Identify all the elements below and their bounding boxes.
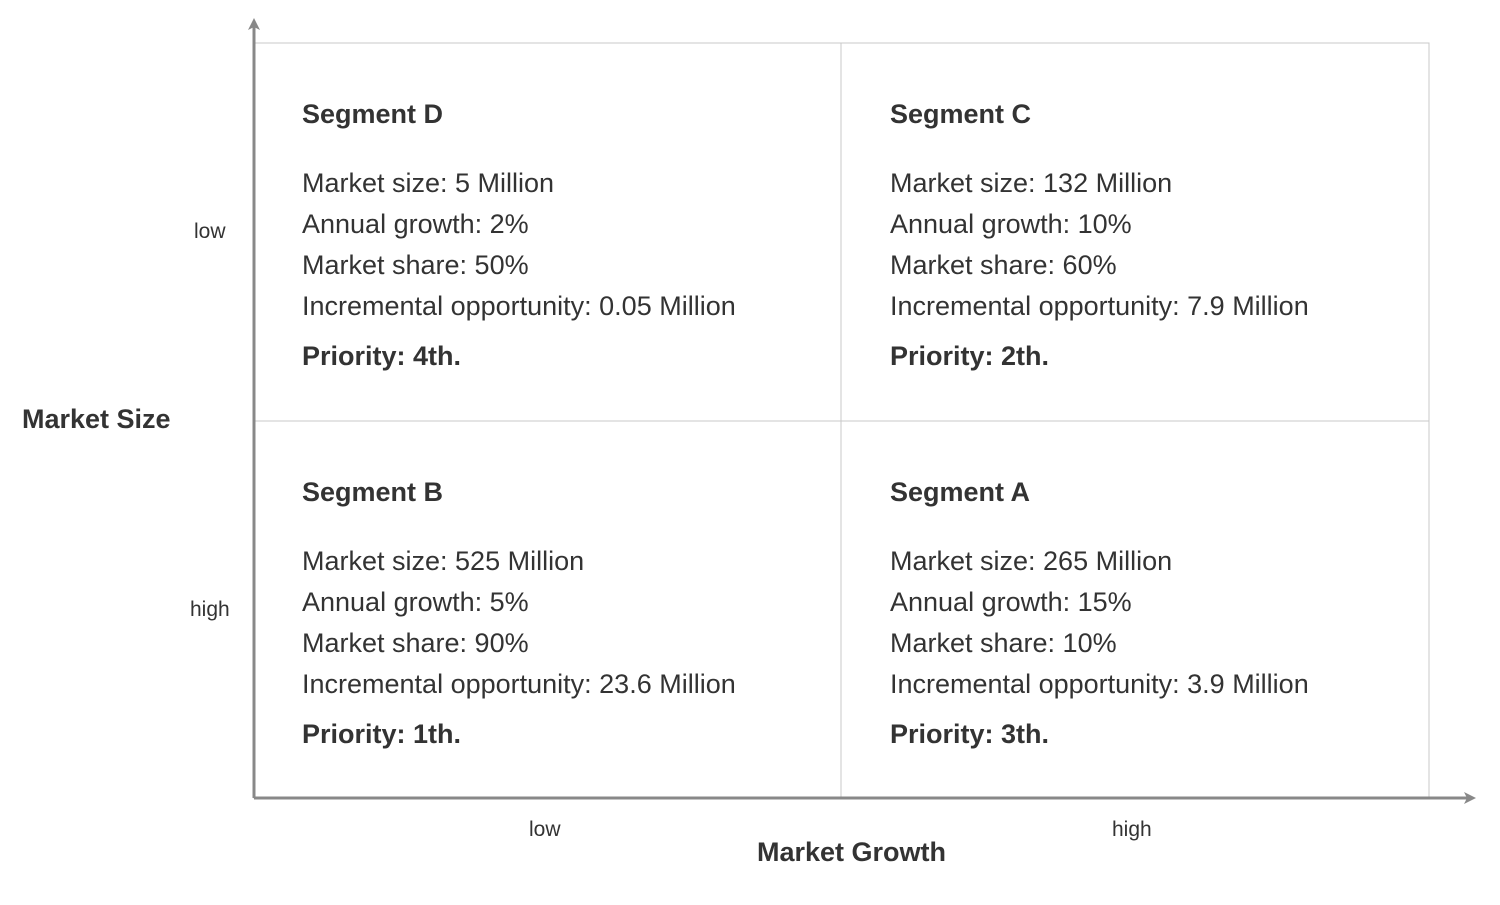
market-size-line: Market size: 265 Million	[890, 546, 1173, 576]
segment-title: Segment B	[302, 477, 444, 507]
market-share-line: Market share: 90%	[302, 628, 529, 658]
quadrant-segment-c: Segment C Market size: 132 Million Annua…	[890, 98, 1450, 372]
market-size-line: Market size: 132 Million	[890, 168, 1173, 198]
segment-title: Segment D	[302, 99, 444, 129]
market-share-line: Market share: 50%	[302, 250, 529, 280]
market-size-line: Market size: 5 Million	[302, 168, 555, 198]
x-axis-title: Market Growth	[757, 837, 947, 867]
market-share-line: Market share: 10%	[890, 628, 1117, 658]
priority-line: Priority: 4th.	[302, 341, 462, 371]
annual-growth-line: Annual growth: 5%	[302, 587, 529, 617]
priority-line: Priority: 3th.	[890, 719, 1050, 749]
quadrant-segment-b: Segment B Market size: 525 Million Annua…	[302, 476, 862, 750]
annual-growth-line: Annual growth: 10%	[890, 209, 1132, 239]
segment-title: Segment C	[890, 99, 1032, 129]
y-axis-title: Market Size	[22, 404, 171, 434]
x-tick-low: low	[529, 818, 561, 841]
market-share-line: Market share: 60%	[890, 250, 1117, 280]
quadrant-segment-a: Segment A Market size: 265 Million Annua…	[890, 476, 1450, 750]
y-tick-high: high	[190, 598, 230, 621]
market-size-line: Market size: 525 Million	[302, 546, 585, 576]
priority-line: Priority: 1th.	[302, 719, 462, 749]
incremental-opportunity-line: Incremental opportunity: 0.05 Million	[302, 291, 736, 321]
priority-line: Priority: 2th.	[890, 341, 1050, 371]
x-tick-high: high	[1112, 818, 1152, 841]
incremental-opportunity-line: Incremental opportunity: 23.6 Million	[302, 669, 736, 699]
annual-growth-line: Annual growth: 2%	[302, 209, 529, 239]
segment-title: Segment A	[890, 477, 1031, 507]
quadrant-segment-d: Segment D Market size: 5 Million Annual …	[302, 98, 862, 372]
incremental-opportunity-line: Incremental opportunity: 3.9 Million	[890, 669, 1309, 699]
y-tick-low: low	[194, 220, 226, 243]
incremental-opportunity-line: Incremental opportunity: 7.9 Million	[890, 291, 1309, 321]
annual-growth-line: Annual growth: 15%	[890, 587, 1132, 617]
